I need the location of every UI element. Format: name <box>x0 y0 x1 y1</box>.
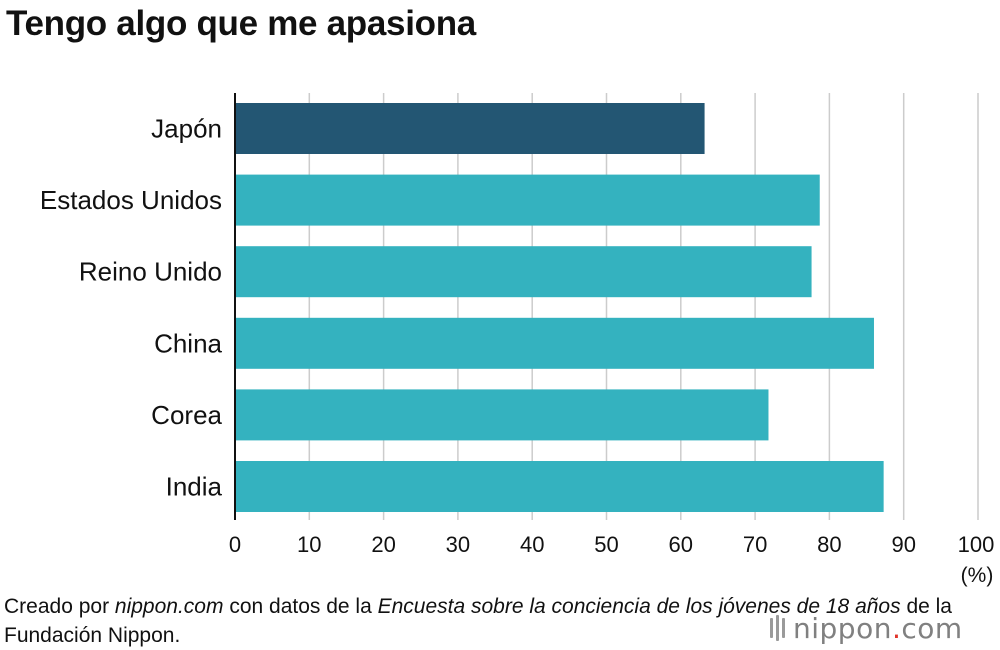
unit-label: (%) <box>961 564 994 587</box>
source-text-2: con datos de la <box>223 595 378 618</box>
x-tick-label: 80 <box>817 532 841 557</box>
bar <box>235 317 874 369</box>
bars <box>235 103 884 512</box>
source-text-1: Creado por <box>4 595 115 618</box>
tick-labels: 0 10 20 30 40 50 60 70 80 90 100 <box>229 532 994 557</box>
category-label: China <box>154 328 222 358</box>
x-tick-label: 0 <box>229 532 241 557</box>
x-tick-label: 60 <box>669 532 693 557</box>
x-tick-label: 90 <box>891 532 915 557</box>
category-label: Corea <box>151 400 222 430</box>
logo-name: nippon <box>793 611 892 645</box>
source-text-3: de la Fundación Nippon. <box>4 595 952 647</box>
source-survey: Encuesta sobre la conciencia de los jóve… <box>377 595 901 618</box>
x-tick-label: 100 <box>958 532 995 557</box>
category-labels: Japón Estados Unidos Reino Unido China Corea… <box>40 114 223 502</box>
x-tick-label: 20 <box>371 532 395 557</box>
logo-suffix: com <box>901 611 963 645</box>
bar <box>235 389 769 441</box>
nippon-logo: nippon. com <box>770 606 963 650</box>
bar <box>235 461 884 512</box>
bar <box>235 103 705 154</box>
chart-title: Tengo algo que me apasiona <box>6 4 476 43</box>
x-tick-label: 30 <box>446 532 470 557</box>
bar <box>235 246 812 298</box>
x-tick-label: 50 <box>594 532 618 557</box>
category-label: Estados Unidos <box>40 185 222 215</box>
category-label: India <box>166 472 223 502</box>
bar-chart: Japón Estados Unidos Reino Unido China Corea… <box>40 93 994 587</box>
category-label: Reino Unido <box>79 257 222 287</box>
bar <box>235 174 820 226</box>
gridlines <box>308 93 979 520</box>
source-site: nippon.com <box>114 595 224 618</box>
category-label: Japón <box>151 114 222 144</box>
x-tick-label: 40 <box>520 532 544 557</box>
source-note: Creado por nippon.com con datos de la En… <box>4 592 1000 650</box>
x-tick-label: 70 <box>743 532 767 557</box>
logo-dot: . <box>891 611 902 645</box>
logo-bars-icon <box>770 615 785 641</box>
x-tick-label: 10 <box>297 532 321 557</box>
